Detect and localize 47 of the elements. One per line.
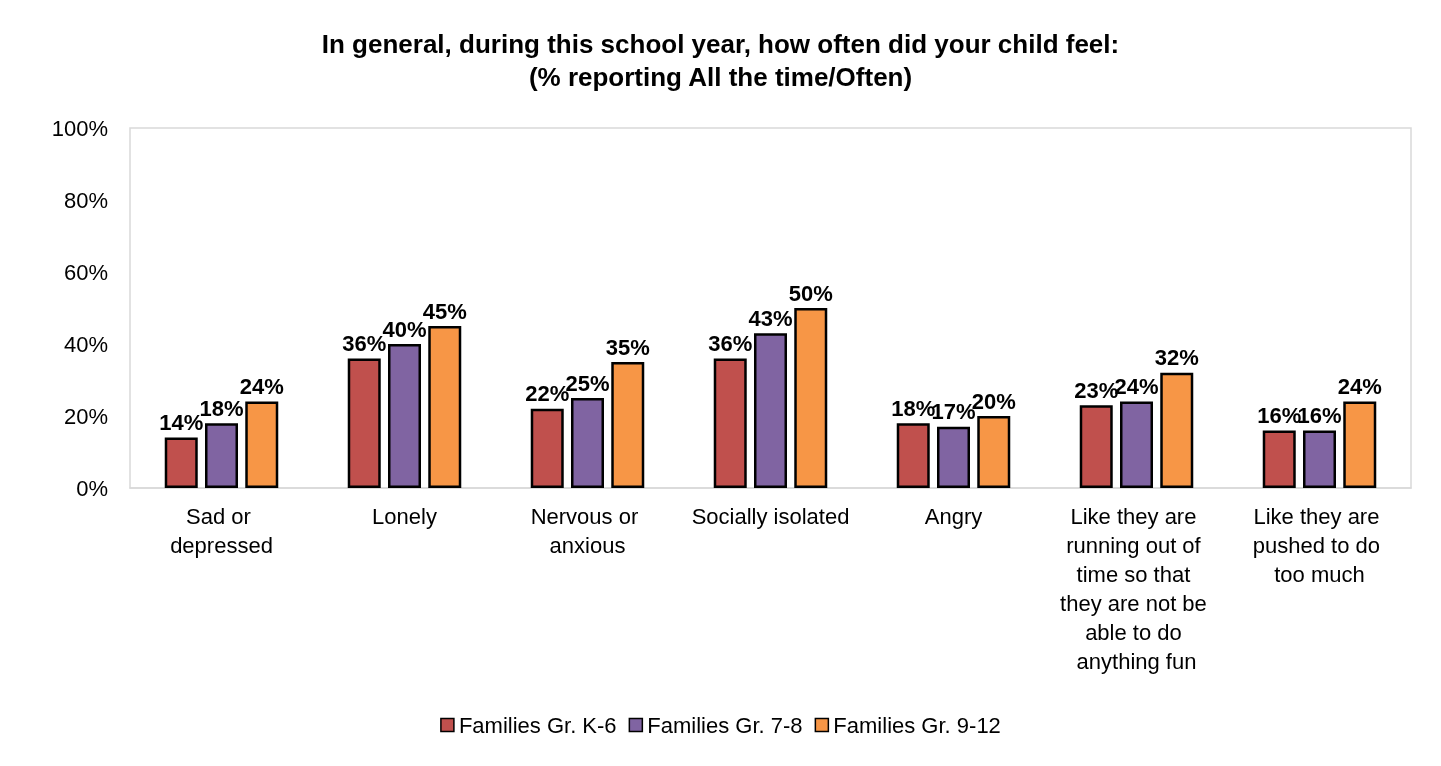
bar [571, 398, 604, 488]
bar [1262, 430, 1296, 488]
legend-label: Families Gr. 7-8 [647, 712, 803, 738]
x-tick-label: Sad or depressed [170, 504, 273, 558]
x-tick-label: Like they are pushed to do too much [1252, 504, 1387, 587]
bar [896, 423, 930, 488]
bar [1079, 405, 1113, 488]
data-label: 24% [239, 374, 284, 400]
x-tick-label: Nervous or anxious [530, 504, 645, 558]
x-tick-label: Like they are running out of time so that they are not be able to do anything fun [1060, 504, 1213, 674]
chart-title: In general, during this school year, how often did your child feel: (% reporting All the time/Often) [321, 28, 1120, 92]
bar [388, 344, 421, 488]
bar [1160, 372, 1194, 488]
bar [245, 401, 279, 488]
bar [347, 358, 381, 488]
bar [937, 426, 970, 488]
bar [977, 416, 1011, 488]
legend-label: Families Gr. 9-12 [833, 712, 1001, 738]
x-tick-label: Angry [924, 504, 983, 529]
bar [1120, 401, 1153, 488]
bar [164, 437, 198, 488]
data-label: 35% [605, 334, 650, 360]
data-label: 45% [422, 298, 467, 324]
bar [611, 362, 645, 488]
data-label: 24% [1337, 374, 1382, 400]
bar [794, 308, 828, 488]
data-label: 32% [1154, 345, 1199, 371]
bar [713, 358, 747, 488]
data-label: 43% [748, 305, 793, 331]
data-label: 16% [1257, 402, 1302, 428]
bar [1343, 401, 1377, 488]
bar [1303, 430, 1336, 488]
y-tick-label: 40% [63, 331, 108, 357]
bar [205, 423, 238, 488]
data-label: 50% [788, 280, 833, 306]
y-tick-label: 80% [63, 187, 108, 213]
legend-label: Families Gr. K-6 [458, 712, 617, 738]
y-tick-label: 0% [76, 475, 108, 501]
bar [754, 333, 787, 488]
x-tick-label: Socially isolated [691, 504, 850, 529]
y-tick-label: 20% [63, 403, 108, 429]
y-tick-label: 100% [51, 115, 108, 141]
bar [428, 326, 462, 488]
y-tick-label: 60% [63, 259, 108, 285]
x-tick-label: Lonely [372, 504, 437, 529]
data-label: 36% [708, 330, 753, 356]
bar [530, 408, 564, 488]
